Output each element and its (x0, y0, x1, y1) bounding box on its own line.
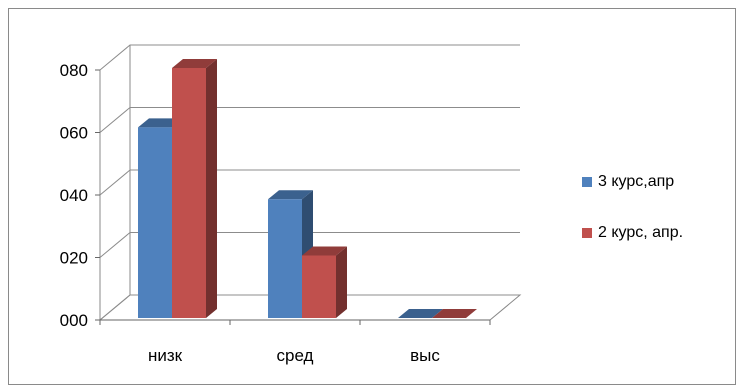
gridline (99, 294, 520, 321)
y-tick-label: 060 (60, 124, 88, 143)
bars (138, 59, 477, 318)
y-tick-label: 000 (60, 311, 88, 330)
legend-item-series-1: 3 курс,апр (582, 172, 683, 192)
y-axis: 000 020 040 060 080 (60, 61, 100, 330)
legend-item-series-2: 2 курс, апр. (582, 223, 683, 243)
gridline (99, 44, 520, 71)
legend-label-series-1: 3 курс,апр (598, 173, 675, 190)
y-tick-label: 040 (60, 186, 88, 205)
bar-top (398, 309, 443, 318)
legend: 3 курс,апр 2 курс, апр. (582, 172, 683, 274)
bar-front (138, 127, 172, 318)
gridline (99, 107, 520, 133)
bar-top (172, 59, 217, 68)
bar-front (268, 199, 302, 318)
bar-top (302, 246, 347, 256)
gridline (99, 169, 520, 196)
bar-side (206, 59, 217, 318)
y-tick-label: 080 (60, 61, 88, 80)
legend-swatch-series-1 (582, 177, 592, 187)
x-tick-label: низк (148, 346, 183, 365)
legend-label-series-2: 2 курс, апр. (598, 224, 684, 241)
x-tick-label: выс (410, 346, 440, 365)
chart-area (8, 8, 736, 385)
bar-side (336, 246, 347, 318)
bar-top (268, 190, 313, 200)
bar-top (138, 118, 183, 128)
bar (172, 59, 217, 318)
x-tick-label: сред (277, 346, 314, 365)
x-axis: низк сред выс (99, 319, 491, 365)
bar (302, 246, 347, 318)
gridlines (99, 44, 520, 321)
y-tick-label: 020 (60, 249, 88, 268)
legend-swatch-series-2 (582, 228, 592, 238)
gridline (99, 232, 520, 258)
bar-front (172, 68, 206, 318)
bar-front (302, 255, 336, 318)
bar-top (432, 309, 477, 318)
bar (432, 309, 477, 318)
bar (398, 309, 443, 318)
